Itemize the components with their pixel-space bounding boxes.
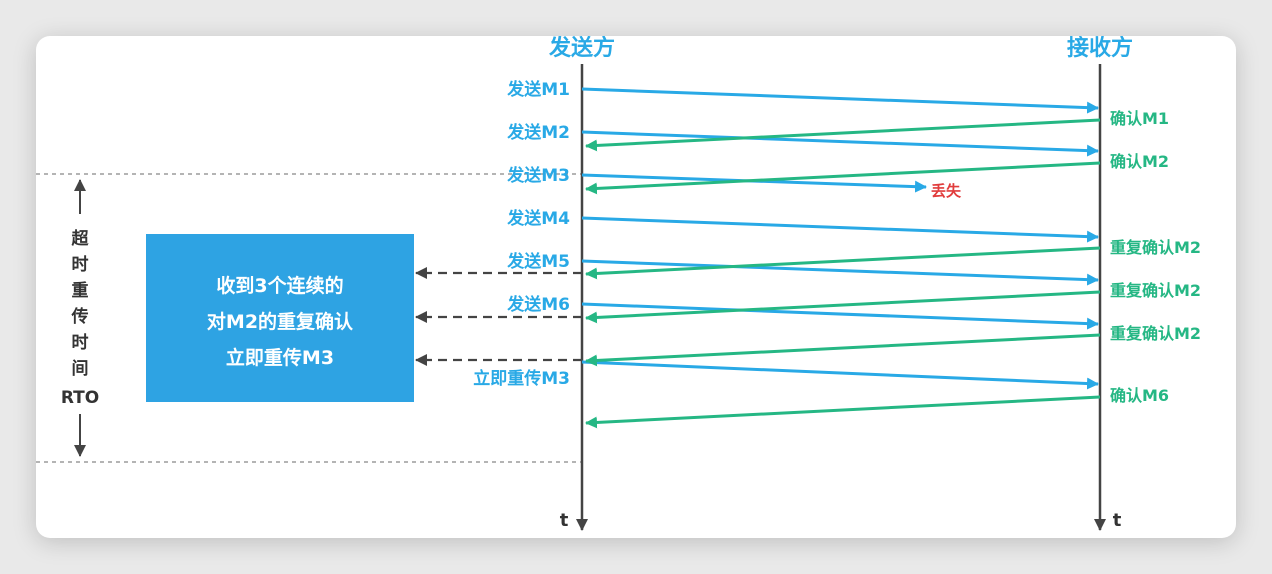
info-box-bg: [146, 234, 414, 402]
ack-label: 重复确认M2: [1110, 281, 1201, 300]
rto-char: 重: [72, 280, 89, 301]
ack-label: 确认M2: [1110, 152, 1169, 171]
sender-header: 发送方: [548, 36, 615, 61]
ack-label: 重复确认M2: [1110, 238, 1201, 257]
send-arrow-m6: [581, 302, 1099, 330]
send-label: 发送M4: [506, 208, 570, 229]
fast-retransmit-diagram: 超 时 重 传 时 间 RTO 收到3个连续的 对M2的重复确认 立即重传M3 …: [36, 36, 1201, 531]
send-label: 发送M1: [506, 79, 570, 100]
rto-char: 超: [72, 228, 90, 249]
send-arrow-retransmit-m3: [581, 360, 1099, 390]
rto-char: 传: [71, 306, 89, 327]
send-label: 发送M2: [506, 122, 570, 143]
send-arrow-m1: [581, 87, 1099, 114]
rto-label: 超 时 重 传 时 间 RTO: [61, 228, 99, 408]
ack-arrow: [585, 333, 1101, 367]
ack-label: 确认M6: [1110, 386, 1169, 405]
receiver-header: 接收方: [1067, 36, 1133, 61]
send-label: 发送M5: [506, 251, 570, 272]
send-label: 发送M3: [506, 165, 570, 186]
diagram-card: 超 时 重 传 时 间 RTO 收到3个连续的 对M2的重复确认 立即重传M3 …: [36, 36, 1236, 538]
info-box: 收到3个连续的 对M2的重复确认 立即重传M3: [146, 234, 414, 402]
info-box-line: 立即重传M3: [226, 346, 334, 369]
rto-char: 时: [72, 333, 89, 353]
info-box-line: 对M2的重复确认: [207, 310, 353, 333]
ack-arrow: [585, 246, 1101, 280]
ack-arrow: [585, 118, 1101, 152]
send-label: 立即重传M3: [473, 368, 570, 389]
rto-char: 时: [72, 255, 89, 275]
ack-arrow: [585, 395, 1101, 429]
ack-label: 确认M1: [1110, 109, 1169, 128]
lost-label: 丢失: [931, 182, 962, 200]
info-box-line: 收到3个连续的: [216, 274, 343, 297]
receiver-time-label: t: [1113, 510, 1122, 531]
rto-char: 间: [72, 358, 89, 379]
send-arrow-m5: [581, 259, 1099, 286]
send-label: 发送M6: [506, 294, 570, 315]
send-arrow-m2: [581, 130, 1099, 157]
ack-arrow: [585, 290, 1101, 324]
ack-label: 重复确认M2: [1110, 324, 1201, 343]
send-arrow-m4: [581, 216, 1099, 243]
rto-abbr: RTO: [61, 388, 99, 408]
sender-time-label: t: [560, 510, 569, 531]
ack-arrow: [585, 161, 1101, 195]
